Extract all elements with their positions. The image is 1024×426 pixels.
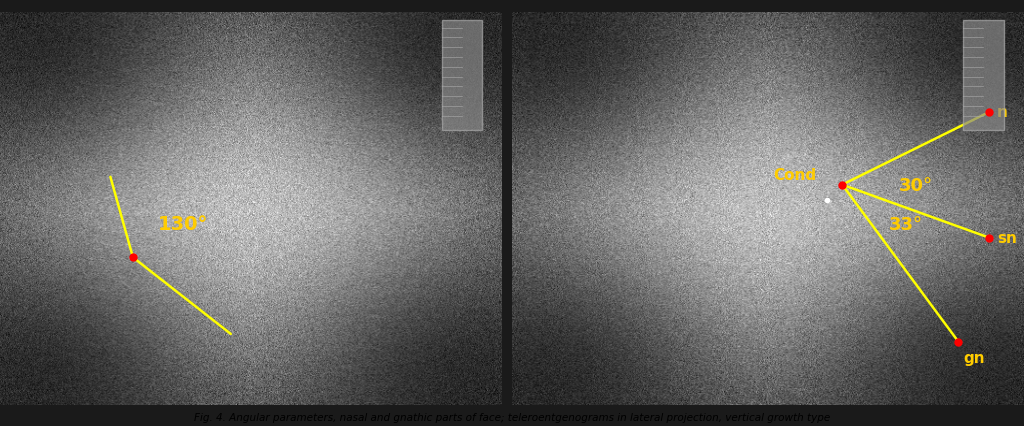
Text: 30°: 30° (899, 176, 933, 194)
Text: n: n (997, 105, 1008, 120)
Text: 130°: 130° (158, 215, 209, 234)
Text: Cond: Cond (773, 168, 817, 183)
Text: sn: sn (997, 230, 1017, 246)
Text: Fig. 4. Angular parameters, nasal and gnathic parts of face; teleroentgenograms : Fig. 4. Angular parameters, nasal and gn… (194, 412, 830, 422)
FancyBboxPatch shape (963, 20, 1004, 130)
FancyBboxPatch shape (441, 20, 481, 130)
Text: 33°: 33° (888, 216, 923, 233)
Text: gn: gn (964, 350, 985, 365)
